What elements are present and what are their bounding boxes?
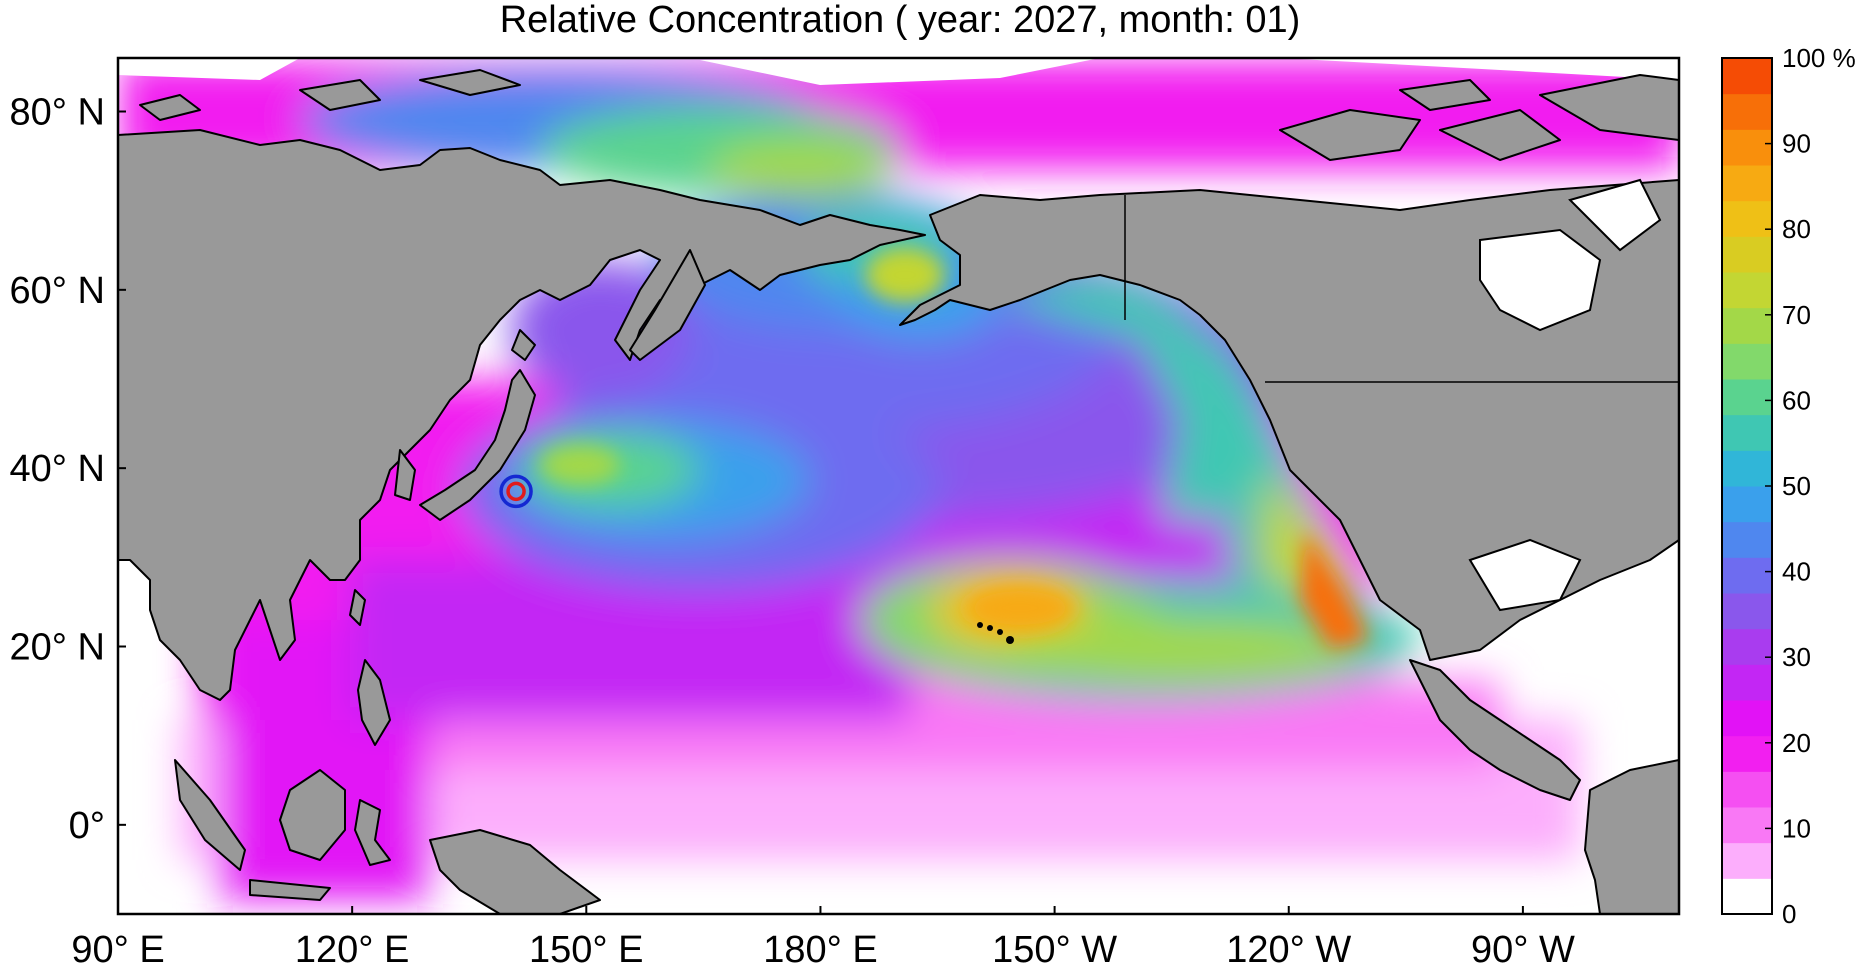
map-plot-area bbox=[118, 58, 1679, 914]
colorbar-bin bbox=[1722, 557, 1772, 594]
colorbar-bin bbox=[1722, 521, 1772, 558]
colorbar bbox=[1721, 57, 1773, 915]
arctic-no-data bbox=[118, 58, 1679, 85]
colorbar-bin bbox=[1722, 664, 1772, 701]
marker-outer-ring bbox=[499, 474, 533, 509]
colorbar-bin bbox=[1722, 414, 1772, 451]
eurasia-land bbox=[118, 129, 926, 701]
x-tick-label: 90° E bbox=[71, 929, 164, 971]
colorbar-bin bbox=[1722, 807, 1772, 844]
x-tick-label: 180° E bbox=[763, 929, 878, 971]
colorbar-bin bbox=[1722, 272, 1772, 309]
y-tick-label: 0° bbox=[69, 805, 105, 847]
colorbar-label: 10 bbox=[1782, 813, 1811, 843]
colorbar-label: 20 bbox=[1782, 728, 1811, 758]
colorbar-label: 60 bbox=[1782, 385, 1811, 415]
colorbar-label: 80 bbox=[1782, 214, 1811, 244]
concentration-cores bbox=[540, 247, 1370, 650]
colorbar-bin bbox=[1722, 129, 1772, 166]
y-tick-label: 60° N bbox=[10, 270, 105, 312]
concentration-field bbox=[120, 60, 1679, 900]
land-masses bbox=[118, 69, 1679, 914]
colorbar-bin bbox=[1722, 307, 1772, 344]
y-tick-label: 20° N bbox=[10, 627, 105, 669]
colorbar-bin bbox=[1722, 842, 1772, 879]
latitude-tick-labels: 80° N 60° N 40° N 20° N 0° bbox=[10, 92, 126, 847]
colorbar-bin bbox=[1722, 628, 1772, 665]
colorbar-bin bbox=[1722, 93, 1772, 130]
y-tick-label: 40° N bbox=[10, 448, 105, 490]
hawaii-islands bbox=[977, 622, 1014, 644]
inland-waters bbox=[1468, 178, 1662, 612]
x-tick-label: 90° W bbox=[1471, 929, 1575, 971]
longitude-tick-labels: 90° E 120° E 150° E 180° E 150° W 120° W 90° W bbox=[71, 906, 1575, 971]
x-tick-label: 120° E bbox=[295, 929, 410, 971]
colorbar-bin bbox=[1722, 593, 1772, 630]
colorbar-tick-labels: 100 % 90 80 70 60 50 40 30 20 10 0 bbox=[1765, 43, 1856, 929]
colorbar-bin bbox=[1722, 878, 1772, 915]
colorbar-bin bbox=[1722, 700, 1772, 737]
marker-inner-ring bbox=[506, 481, 526, 502]
colorbar-bin bbox=[1722, 486, 1772, 523]
map-frame bbox=[116, 56, 1681, 916]
colorbar-bin bbox=[1722, 58, 1772, 95]
x-tick-label: 120° W bbox=[1226, 929, 1351, 971]
colorbar-bin bbox=[1722, 735, 1772, 772]
colorbar-bin bbox=[1722, 200, 1772, 237]
colorbar-label: 90 bbox=[1782, 129, 1811, 159]
japan-land bbox=[419, 369, 536, 521]
colorbar-label: 30 bbox=[1782, 642, 1811, 672]
x-tick-label: 150° E bbox=[529, 929, 644, 971]
borders bbox=[1124, 195, 1679, 383]
source-location-marker bbox=[499, 474, 533, 509]
north-america-land bbox=[899, 179, 1679, 661]
colorbar-bin bbox=[1722, 236, 1772, 273]
colorbar-bin bbox=[1722, 379, 1772, 416]
y-tick-label: 80° N bbox=[10, 92, 105, 134]
colorbar-label: 40 bbox=[1782, 557, 1811, 587]
colorbar-bin bbox=[1722, 771, 1772, 808]
colorbar-bin bbox=[1722, 343, 1772, 380]
colorbar-bin bbox=[1722, 450, 1772, 487]
colorbar-label: 100 % bbox=[1782, 43, 1856, 73]
map-title: Relative Concentration ( year: 2027, mon… bbox=[500, 0, 1301, 41]
colorbar-label: 50 bbox=[1782, 471, 1811, 501]
x-tick-label: 150° W bbox=[992, 929, 1117, 971]
colorbar-bin bbox=[1722, 165, 1772, 202]
colorbar-label: 70 bbox=[1782, 300, 1811, 330]
colorbar-label: 0 bbox=[1782, 899, 1796, 929]
